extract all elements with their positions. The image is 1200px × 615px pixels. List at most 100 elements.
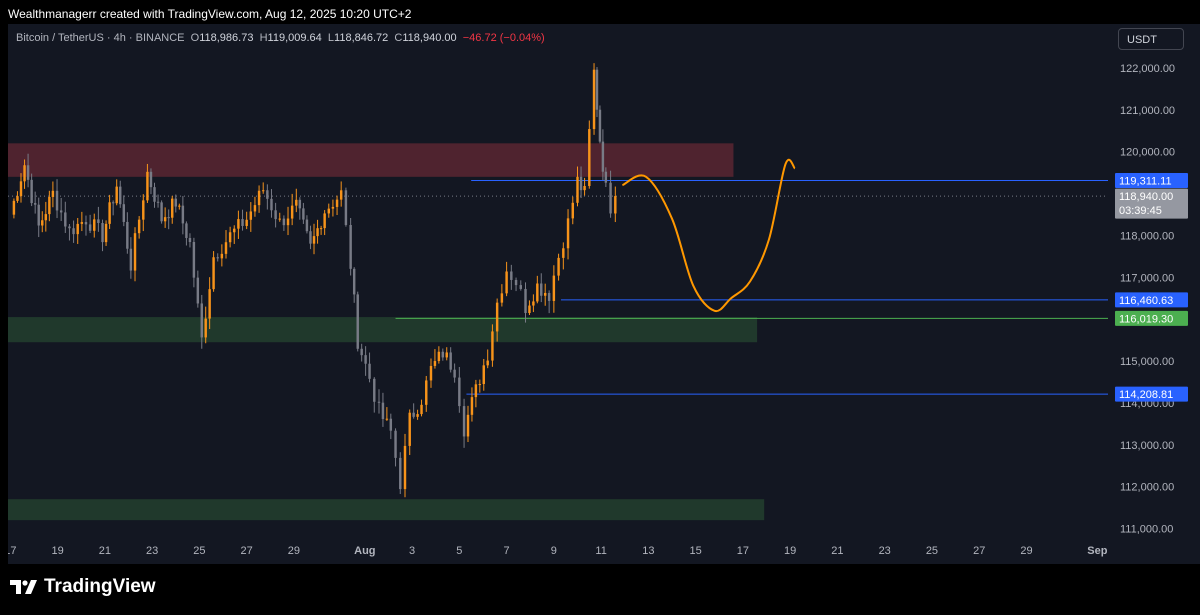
open-label: O xyxy=(190,32,200,44)
candle-body xyxy=(101,222,104,243)
candle-body xyxy=(349,224,352,269)
candle-body xyxy=(33,203,37,205)
candle-body xyxy=(108,202,111,224)
price-tick-label: 112,000.00 xyxy=(1120,482,1174,494)
candle-body xyxy=(200,303,203,338)
candle-body xyxy=(319,228,323,230)
candle-body xyxy=(462,406,466,437)
candle-body xyxy=(478,384,482,386)
candle-body xyxy=(373,378,376,402)
candle-body xyxy=(510,271,513,280)
projection-path xyxy=(621,158,796,313)
candle-body xyxy=(26,165,30,180)
candle-body xyxy=(514,279,518,286)
candle-body xyxy=(312,236,316,244)
candle-body xyxy=(562,248,565,258)
time-tick-label: 27 xyxy=(241,545,253,557)
low-value: 118,846.72 xyxy=(334,32,389,44)
candle-body xyxy=(185,223,188,238)
tradingview-brand[interactable]: TradingView xyxy=(10,576,156,598)
candle-body xyxy=(474,384,478,398)
time-tick-label: 9 xyxy=(551,545,557,557)
candle-body xyxy=(266,190,269,199)
candle-body xyxy=(274,210,277,220)
price-chart[interactable]: 111,000.00112,000.00113,000.00114,000.00… xyxy=(8,24,1200,564)
price-badge xyxy=(1115,188,1188,219)
candle-body xyxy=(48,197,51,215)
candle-body xyxy=(458,377,461,407)
candle-body xyxy=(433,361,437,366)
candle-body xyxy=(445,352,448,358)
candle-body xyxy=(557,257,560,276)
price-badge xyxy=(1115,173,1188,189)
candle-body xyxy=(389,418,393,431)
high-value: 119,009.64 xyxy=(267,32,322,44)
candle-body xyxy=(149,171,153,188)
time-tick-label: 27 xyxy=(973,545,985,557)
price-tick-label: 121,000.00 xyxy=(1120,105,1175,117)
price-badge-label: 114,208.81 xyxy=(1119,389,1173,401)
symbol-name: Bitcoin / TetherUS · 4h · BINANCE xyxy=(16,32,185,44)
price-badge-label: 118,940.00 xyxy=(1119,191,1173,203)
candle-body xyxy=(142,200,145,220)
candle-body xyxy=(88,224,92,231)
candle-body xyxy=(360,348,363,356)
candle-body xyxy=(385,418,389,420)
currency-button[interactable]: USDT xyxy=(1118,28,1184,50)
candle-body xyxy=(356,294,359,349)
time-tick-label: 25 xyxy=(926,545,938,557)
candle-body xyxy=(37,204,40,226)
time-tick-label: 19 xyxy=(51,545,63,557)
time-tick-label: Aug xyxy=(354,545,375,557)
candle-body xyxy=(44,214,48,221)
candle-body xyxy=(245,219,248,226)
candle-body xyxy=(416,414,419,417)
candle-body xyxy=(364,355,367,364)
time-tick-label: 7 xyxy=(504,545,510,557)
brand-name: TradingView xyxy=(44,576,156,597)
time-tick-label: 17 xyxy=(8,545,16,557)
candle-body xyxy=(188,237,192,243)
time-tick-label: 29 xyxy=(1020,545,1032,557)
candle-body xyxy=(482,365,485,385)
candle-body xyxy=(68,226,71,229)
candle-body xyxy=(547,292,551,301)
candle-body xyxy=(261,190,265,192)
price-badge-label: 119,311.11 xyxy=(1119,176,1172,188)
candle-body xyxy=(160,202,163,222)
time-tick-label: 5 xyxy=(456,545,462,557)
candle-body xyxy=(181,205,185,224)
candle-body xyxy=(449,352,452,370)
candle-body xyxy=(237,219,240,229)
candle-body xyxy=(302,208,305,220)
candle-body xyxy=(298,199,302,209)
candle-body xyxy=(72,228,75,235)
candle-body xyxy=(286,218,290,226)
candle-body xyxy=(368,363,371,379)
candle-body xyxy=(129,248,133,271)
candle-body xyxy=(344,190,348,225)
candle-body xyxy=(119,186,122,205)
close-label: C xyxy=(394,32,403,44)
candle-body xyxy=(505,271,508,294)
candle-body xyxy=(566,218,570,249)
projection-layer xyxy=(621,158,796,313)
candle-body xyxy=(588,129,591,187)
candle-body xyxy=(295,199,298,206)
time-tick-label: 11 xyxy=(595,545,606,557)
candle-body xyxy=(153,187,156,202)
candle-body xyxy=(249,211,253,220)
candle-body xyxy=(309,231,312,244)
candle-body xyxy=(453,369,456,378)
price-badges: 119,311.11 118,940.00 03:39:45 116,460.63 11… xyxy=(1115,173,1188,402)
candle-body xyxy=(429,365,433,381)
chart-panel[interactable]: 111,000.00 112,000.00 113,000.00 114,000.00… xyxy=(8,24,1200,564)
candle-body xyxy=(208,289,211,319)
candle-body xyxy=(290,205,294,219)
zone-resistance xyxy=(8,143,734,177)
candle-body xyxy=(178,205,181,207)
candle-body xyxy=(335,199,339,207)
candle-body xyxy=(233,228,236,233)
candle-body xyxy=(420,404,423,415)
open-value: 118,986.73 xyxy=(199,32,254,44)
